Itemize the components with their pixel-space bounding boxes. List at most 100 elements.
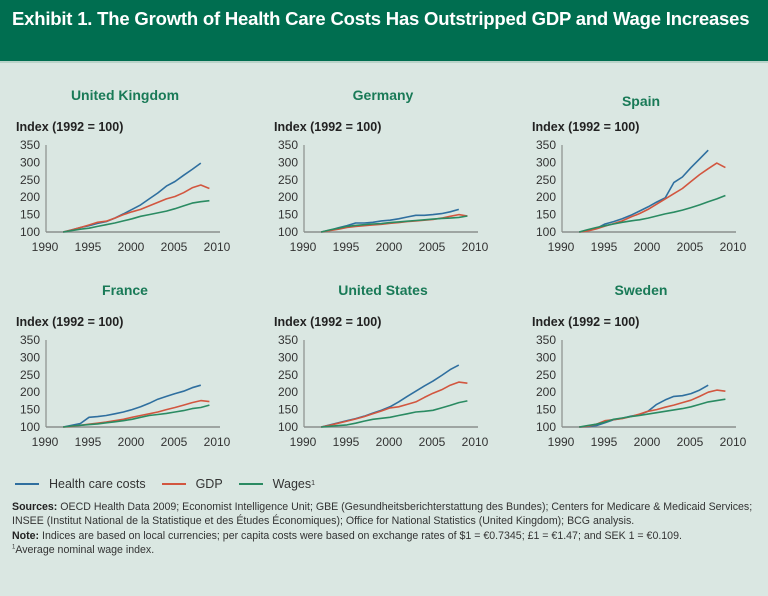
y-tick-label: 300 [536,155,556,169]
x-tick-label: 2000 [376,240,403,254]
sources-text: OECD Health Data 2009; Economist Intelli… [12,501,753,528]
y-tick-label: 350 [278,333,298,347]
chart-title: Germany [352,87,414,103]
sources-label: Sources: [12,501,58,513]
series-line-health-care-costs [63,162,202,233]
y-tick-label: 250 [278,173,298,187]
y-tick-label: 250 [278,368,298,382]
y-axis-label-bold: Index [532,315,569,329]
chart-panel-france: France Index (1992 = 100) 100 150 200 250 300 3… [0,275,250,465]
y-tick-label: 200 [20,190,40,204]
y-axis-label-base: (1992 = 100) [310,120,382,134]
x-tick-label: 1995 [333,435,360,449]
x-tick-label: 1995 [75,435,102,449]
y-tick-label: 250 [20,368,40,382]
y-tick-label: 300 [20,350,40,364]
y-tick-label: 100 [536,420,556,434]
line-chart: 100 150 200 250 300 350 1990 1995 2000 2005 2010 [278,333,489,449]
y-tick-label: 350 [20,138,40,152]
x-tick-label: 1990 [32,240,59,254]
y-tick-label: 300 [278,350,298,364]
series-line-wages [63,404,210,428]
y-axis-label: Index (1992 = 100) [16,120,123,134]
y-axis-label-base: (1992 = 100) [52,315,124,329]
note-label: Note: [12,529,40,542]
series-line-health-care-costs [63,384,202,428]
y-axis-label: Index (1992 = 100) [16,315,123,329]
legend-item-health-care-costs: Health care costs [15,477,146,491]
chart-panel-spain: Spain Index (1992 = 100) 100 150 200 250 300 35… [516,80,766,270]
x-tick-label: 2010 [720,240,747,254]
y-axis-label-base: (1992 = 100) [52,120,124,134]
x-tick-label: 1990 [290,435,317,449]
y-tick-label: 150 [536,208,556,222]
y-axis-label: Index (1992 = 100) [532,315,639,329]
x-tick-label: 2000 [634,435,661,449]
series-line-gdp [579,389,726,428]
x-tick-label: 2010 [204,435,231,449]
x-tick-label: 1995 [591,240,618,254]
x-tick-label: 1995 [333,240,360,254]
y-axis-label-base: (1992 = 100) [568,315,640,329]
sources-note: Sources: OECD Health Data 2009; Economis… [12,500,757,529]
y-axis-label: Index (1992 = 100) [274,120,381,134]
series-line-wages [579,398,726,428]
chart-title: Spain [621,93,661,109]
x-tick-label: 2010 [204,240,231,254]
y-axis-label-bold: Index [274,315,311,329]
y-tick-label: 100 [278,420,298,434]
line-chart: 100 150 200 250 300 350 1990 1995 2000 2005 2010 [20,138,231,254]
exhibit-header: Exhibit 1. The Growth of Health Care Cos… [0,0,768,63]
x-tick-label: 1990 [548,435,575,449]
legend-swatch-gdp [161,483,186,485]
series-line-wages [321,400,468,428]
y-tick-label: 250 [20,173,40,187]
y-tick-label: 350 [536,138,556,152]
y-axis-label-bold: Index [532,120,569,134]
y-tick-label: 150 [278,403,298,417]
y-tick-label: 150 [20,208,40,222]
y-tick-label: 100 [20,420,40,434]
y-axis-label-bold: Index [16,315,53,329]
legend-label: Wages [272,477,312,491]
y-tick-label: 350 [536,333,556,347]
y-tick-label: 300 [536,350,556,364]
series-line-health-care-costs [579,384,709,428]
x-tick-label: 2000 [634,240,661,254]
x-tick-label: 1990 [548,240,575,254]
y-axis-label-base: (1992 = 100) [310,315,382,329]
x-tick-label: 1995 [75,240,102,254]
series-line-wages [578,194,726,233]
chart-panel-united-kingdom: United Kingdom Index (1992 = 100) 100 150 20… [0,80,250,270]
legend-item-gdp: GDP [161,477,223,491]
x-tick-label: 2000 [118,435,145,449]
x-tick-label: 2010 [462,240,489,254]
series-line-wages [321,215,468,233]
footnote-text: Average nominal wage index. [15,543,155,556]
exhibit-title: Exhibit 1. The Growth of Health Care Cos… [12,8,750,29]
y-tick-label: 300 [278,155,298,169]
legend-swatch-wages [238,483,263,485]
x-tick-label: 2005 [419,240,446,254]
legend-swatch-health [15,483,39,485]
x-tick-label: 2005 [161,435,188,449]
x-tick-label: 2005 [419,435,446,449]
x-tick-label: 2010 [462,435,489,449]
line-chart: 100 150 200 250 300 350 1990 1995 2000 2005 2010 [536,138,747,254]
chart-title: United Kingdom [70,87,180,103]
x-tick-label: 2010 [720,435,747,449]
chart-panel-germany: Germany Index (1992 = 100) 100 150 200 250 300… [258,80,508,270]
y-tick-label: 150 [278,208,298,222]
y-tick-label: 350 [20,333,40,347]
y-tick-label: 250 [536,173,556,187]
x-tick-label: 2005 [677,240,704,254]
series-line-gdp [63,184,210,233]
y-tick-label: 150 [536,403,556,417]
y-tick-label: 100 [20,225,40,239]
legend: Health care costs GDP Wages 1 [15,476,331,492]
footnote: 1Average nominal wage index. [12,543,757,557]
y-tick-label: 250 [536,368,556,382]
y-tick-label: 150 [20,403,40,417]
x-tick-label: 2005 [677,435,704,449]
x-tick-label: 1995 [591,435,618,449]
